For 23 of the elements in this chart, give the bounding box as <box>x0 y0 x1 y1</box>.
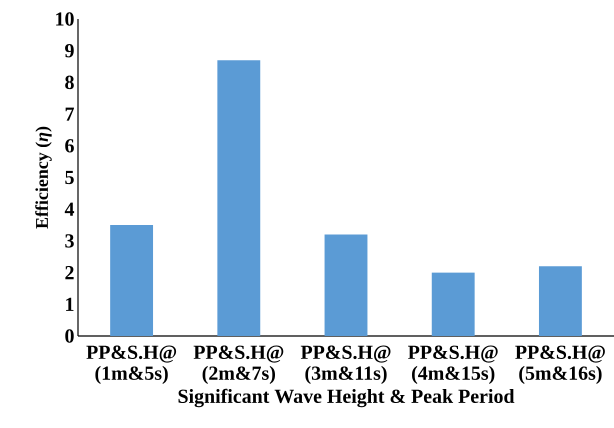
y-tick-label: 2 <box>65 266 74 280</box>
bar <box>432 272 475 336</box>
y-tick-label: 9 <box>65 44 74 58</box>
y-tick-label: 3 <box>65 234 74 248</box>
y-tick-label: 0 <box>65 329 74 343</box>
x-tick-label: PP&S.H@ (3m&11s) <box>300 346 390 384</box>
bar <box>538 266 582 336</box>
y-tick-label: 6 <box>65 139 74 152</box>
x-tick-label: PP&S.H@ (4m&15s) <box>408 346 498 384</box>
y-tick-label: 5 <box>65 170 74 184</box>
y-tick-label: 1 <box>66 298 74 311</box>
bar <box>217 60 260 336</box>
y-axis-title: Efficiency (η) <box>35 126 52 229</box>
y-tick-label: 10 <box>56 12 74 26</box>
x-axis-title: Significant Wave Height & Peak Period <box>178 388 514 408</box>
y-tick-label: 4 <box>64 202 74 216</box>
x-tick-label: PP&S.H@ (2m&7s) <box>194 346 284 384</box>
bar <box>110 225 154 336</box>
x-tick-label: PP&S.H@ (5m&16s) <box>515 346 605 384</box>
x-tick-label: PP&S.H@ (1m&5s) <box>86 346 176 384</box>
y-tick-label: 7 <box>66 108 74 121</box>
y-tick-label: 8 <box>65 76 74 90</box>
bar <box>324 234 368 336</box>
